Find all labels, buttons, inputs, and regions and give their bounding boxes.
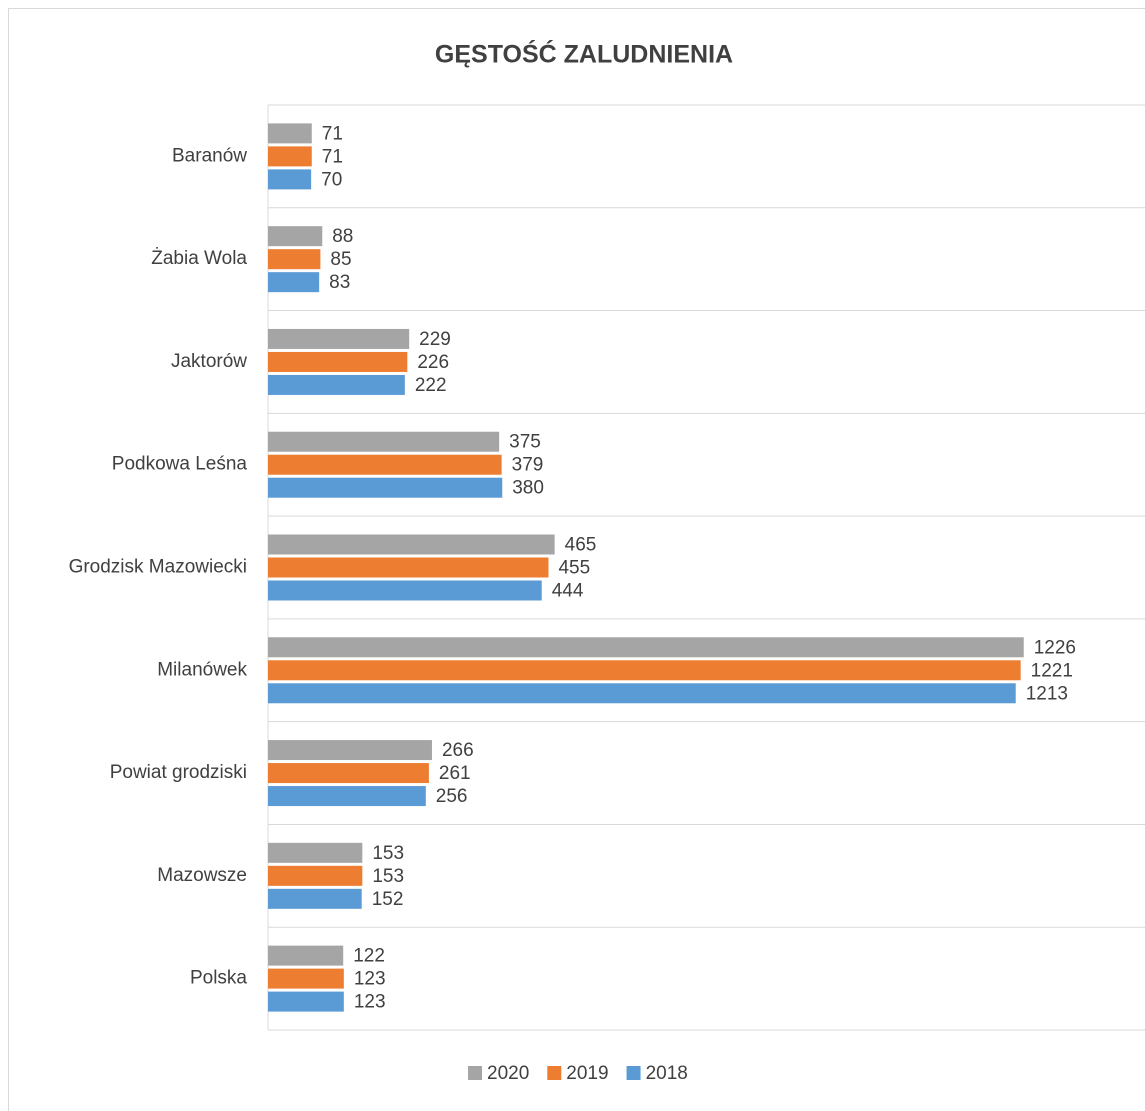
legend-label: 2019: [566, 1063, 608, 1084]
bar: [268, 888, 362, 909]
data-label: 1221: [1031, 660, 1073, 681]
bar: [268, 169, 312, 190]
data-label: 83: [329, 272, 350, 293]
y-tick-label: Jaktorów: [171, 351, 247, 372]
bar: [268, 660, 1021, 681]
data-label: 229: [419, 329, 451, 350]
bar: [268, 842, 363, 863]
data-label: 70: [321, 169, 342, 190]
y-tick-label: Baranów: [172, 145, 247, 166]
bar: [268, 226, 323, 247]
bar: [268, 865, 363, 886]
data-label: 1213: [1026, 683, 1068, 704]
data-label: 123: [354, 992, 386, 1013]
data-label: 71: [322, 146, 343, 167]
bar: [268, 351, 408, 372]
data-label: 375: [509, 432, 541, 453]
bar: [268, 786, 426, 807]
bar: [268, 968, 344, 989]
chart-title: GĘSTOŚĆ ZALUDNIENIA: [435, 39, 733, 69]
legend-label: 2020: [487, 1063, 529, 1084]
data-label: 85: [330, 249, 351, 270]
bar: [268, 534, 555, 555]
bar: [268, 328, 410, 349]
y-tick-label: Grodzisk Mazowiecki: [69, 557, 247, 578]
y-tick-label: Mazowsze: [157, 865, 247, 886]
data-label: 1226: [1034, 637, 1076, 658]
data-label: 153: [372, 843, 404, 864]
legend-swatch: [547, 1066, 562, 1080]
legend-swatch: [626, 1066, 641, 1080]
data-label: 122: [353, 946, 385, 967]
data-label: 444: [552, 581, 584, 602]
bar: [268, 580, 542, 601]
data-label: 71: [322, 123, 343, 144]
data-label: 256: [436, 786, 468, 807]
bar: [268, 477, 503, 498]
bar: [268, 637, 1024, 658]
bar: [268, 557, 549, 578]
data-label: 465: [565, 535, 597, 556]
y-tick-label: Milanówek: [157, 659, 247, 680]
bar: [268, 249, 321, 270]
data-label: 152: [372, 889, 404, 910]
y-tick-label: Polska: [190, 968, 247, 989]
data-label: 88: [332, 226, 353, 247]
bar: [268, 740, 432, 761]
bar: [268, 763, 429, 784]
legend-swatch: [468, 1066, 482, 1080]
bar: [268, 683, 1016, 704]
bar: [268, 272, 320, 293]
bar: [268, 123, 312, 144]
y-tick-label: Powiat grodziski: [110, 762, 247, 783]
data-label: 222: [415, 375, 447, 396]
bar: [268, 945, 344, 966]
bar: [268, 146, 312, 167]
legend-label: 2018: [646, 1063, 688, 1084]
data-label: 266: [442, 740, 474, 761]
bar: [268, 374, 405, 395]
bar: [268, 991, 344, 1012]
data-label: 380: [512, 478, 544, 499]
bar: [268, 454, 502, 475]
data-label: 226: [417, 352, 449, 373]
data-label: 153: [372, 866, 404, 887]
y-tick-label: Żabia Wola: [151, 248, 247, 269]
bar: [268, 431, 500, 452]
data-label: 455: [558, 558, 590, 579]
data-label: 261: [439, 763, 471, 784]
data-label: 379: [512, 455, 544, 476]
data-label: 123: [354, 969, 386, 990]
y-tick-label: Podkowa Leśna: [112, 454, 248, 475]
